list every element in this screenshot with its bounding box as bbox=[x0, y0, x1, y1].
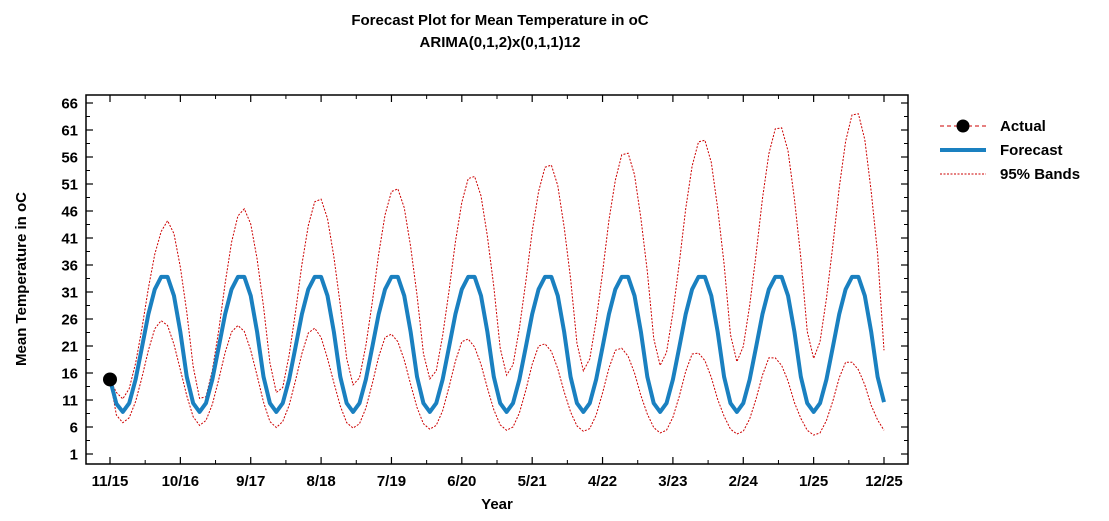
legend-actual-marker bbox=[956, 119, 970, 133]
y-tick-label: 46 bbox=[61, 204, 78, 221]
y-tick-label: 51 bbox=[61, 177, 78, 194]
y-tick-label: 26 bbox=[61, 312, 78, 329]
y-tick-label: 16 bbox=[61, 366, 78, 383]
x-tick-label: 10/16 bbox=[162, 473, 200, 490]
x-tick-label: 5/21 bbox=[518, 473, 547, 490]
legend-label-bands: 95% Bands bbox=[1000, 166, 1080, 183]
series-layer bbox=[103, 113, 886, 436]
x-axis-title: Year bbox=[481, 496, 513, 513]
x-tick-label: 9/17 bbox=[236, 473, 265, 490]
y-axis-title: Mean Temperature in oC bbox=[13, 192, 30, 366]
series-line-forecast bbox=[108, 274, 886, 414]
y-tick-label: 56 bbox=[61, 150, 78, 167]
legend-label-actual: Actual bbox=[1000, 118, 1046, 135]
x-tick-label: 6/20 bbox=[447, 473, 476, 490]
y-tick-label: 66 bbox=[61, 96, 78, 113]
x-tick-label: 8/18 bbox=[306, 473, 335, 490]
x-axis: 11/15 10/16 9/17 8/18 7/19 6/20 5/21 4/22 3/23 2/… bbox=[92, 95, 903, 490]
legend-label-forecast: Forecast bbox=[1000, 142, 1063, 159]
series-line-upper-band bbox=[109, 113, 885, 400]
y-tick-label: 36 bbox=[61, 258, 78, 275]
legend-item-actual: Actual bbox=[940, 118, 1046, 135]
y-tick-label: 11 bbox=[62, 393, 78, 410]
y-tick-label: 61 bbox=[61, 123, 78, 140]
y-tick-label: 6 bbox=[70, 420, 78, 437]
actual-data-point bbox=[103, 372, 117, 387]
x-tick-label: 1/25 bbox=[799, 473, 828, 490]
y-tick-label: 21 bbox=[61, 339, 78, 356]
plot-frame bbox=[85, 94, 909, 465]
x-tick-label: 2/24 bbox=[729, 473, 759, 490]
x-tick-label: 7/19 bbox=[377, 473, 406, 490]
x-tick-label: 12/25 bbox=[865, 473, 903, 490]
x-tick-label: 11/15 bbox=[92, 473, 129, 490]
x-tick-label: 4/22 bbox=[588, 473, 617, 490]
chart-title: Forecast Plot for Mean Temperature in oC bbox=[351, 12, 649, 29]
legend-item-forecast: Forecast bbox=[940, 142, 1063, 159]
y-tick-label: 41 bbox=[61, 231, 78, 248]
y-tick-label: 31 bbox=[61, 285, 78, 302]
x-tick-label: 3/23 bbox=[658, 473, 687, 490]
legend-item-bands: 95% Bands bbox=[940, 166, 1080, 183]
series-line-lower-band bbox=[109, 319, 885, 436]
y-tick-label: 1 bbox=[70, 447, 78, 464]
chart-subtitle: ARIMA(0,1,2)x(0,1,1)12 bbox=[419, 34, 581, 51]
legend: Actual Forecast 95% Bands bbox=[940, 118, 1080, 183]
